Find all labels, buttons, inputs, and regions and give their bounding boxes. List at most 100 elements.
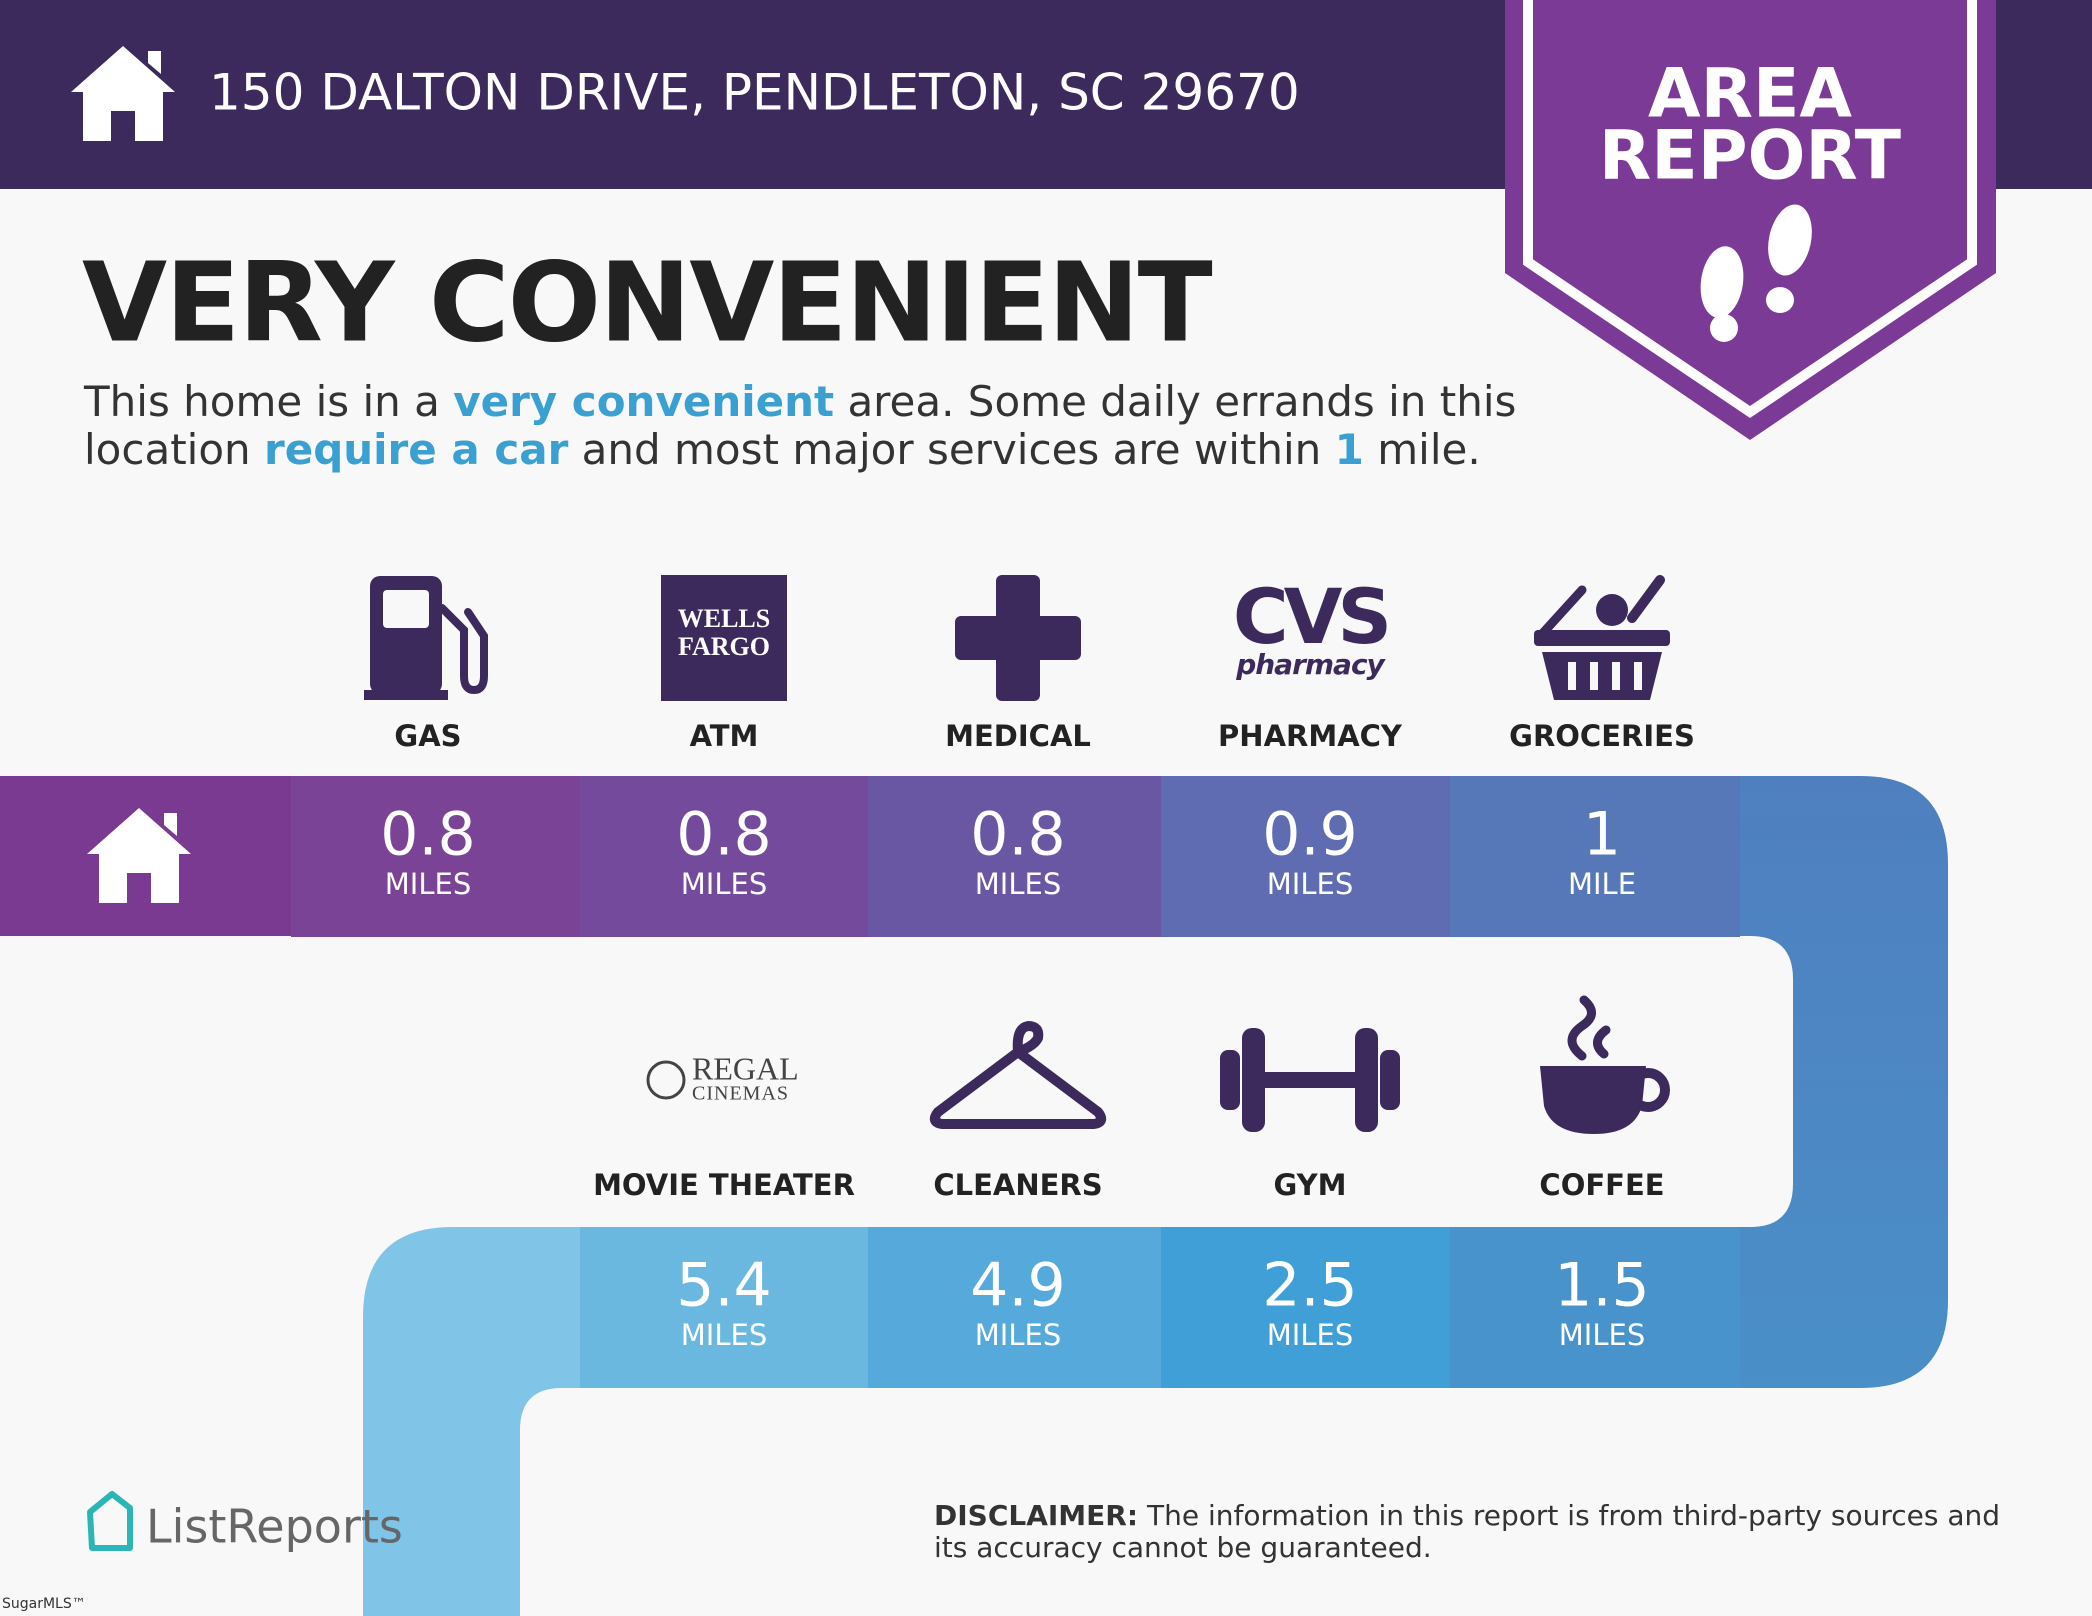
headline: VERY CONVENIENT (82, 238, 1213, 366)
band-descent (363, 1227, 582, 1616)
amenity-icon (364, 576, 488, 700)
logo-text: CINEMAS (692, 1083, 789, 1105)
logo-text: WELLS (678, 604, 771, 633)
badge-line: REPORT (1599, 117, 1902, 196)
icon-part (1542, 652, 1662, 700)
logo-text: FARGO (678, 632, 770, 661)
distance-cell (580, 776, 868, 937)
band-turn (1740, 776, 1948, 1388)
distance-cell (1450, 1227, 1740, 1388)
distance-value: 0.8 (380, 800, 475, 870)
disclaimer-label: DISCLAIMER: (934, 1499, 1139, 1532)
amenity-label: GYM (1273, 1168, 1346, 1202)
logo-text: pharmacy (1235, 648, 1386, 681)
icon-part (661, 575, 787, 701)
distance-cell (1161, 1227, 1450, 1388)
icon-part (955, 616, 1081, 660)
footprints (1700, 204, 1812, 342)
amenity-label: MEDICAL (945, 719, 1091, 753)
icon-part (1534, 630, 1670, 646)
band-inner (1730, 936, 1793, 1227)
distance-unit: MILES (1267, 867, 1353, 901)
icon-part (364, 690, 448, 700)
distance-unit: MILES (681, 867, 767, 901)
icon-part (1627, 575, 1665, 623)
amenity-icon (1220, 1028, 1400, 1132)
disclaimer: DISCLAIMER: The information in this repo… (934, 1500, 2034, 1564)
description-text: This home is in a (84, 377, 454, 426)
distance-unit: MILE (1568, 867, 1636, 901)
home-icon (87, 808, 191, 903)
description: This home is in a very convenient area. … (84, 378, 1554, 474)
icon-part (1242, 1028, 1265, 1132)
distance-cell (580, 1227, 868, 1388)
icon-part (1380, 1050, 1400, 1110)
icon-part (1540, 1066, 1646, 1134)
icon-part (1596, 594, 1628, 626)
distance-value: 0.8 (676, 800, 771, 870)
distance-value: 0.8 (970, 800, 1065, 870)
icon-part (1634, 662, 1642, 690)
distance-unit: MILES (1267, 1318, 1353, 1352)
amenity-label: ATM (690, 719, 759, 753)
distance-value: 1.5 (1554, 1251, 1649, 1321)
icon-part (1626, 1068, 1670, 1112)
amenity-label: COFFEE (1539, 1168, 1664, 1202)
amenity-label: MOVIE THEATER (593, 1168, 855, 1202)
distance-cell (868, 776, 1161, 937)
badge-line: AREA (1648, 55, 1852, 134)
description-text: area. Some daily errands in this locatio… (84, 377, 1517, 474)
icon-part (383, 590, 429, 628)
home-icon (71, 46, 175, 141)
icon-part (438, 604, 488, 695)
amenity-label: PHARMACY (1218, 719, 1403, 753)
logo-text: CVS (1233, 572, 1388, 661)
distance-cell (1450, 776, 1740, 937)
icon-part (1537, 585, 1587, 639)
amenity-icon (1534, 575, 1670, 700)
highlight: require a car (264, 425, 569, 474)
distance-cell (868, 1227, 1161, 1388)
distance-unit: MILES (1559, 1318, 1645, 1352)
amenity-label: GROCERIES (1509, 719, 1695, 753)
icon-part (929, 1021, 1107, 1129)
icon-part (1612, 662, 1620, 690)
distance-cell (1161, 776, 1450, 937)
highlight: 1 (1334, 425, 1364, 474)
highlight: very convenient (453, 377, 835, 426)
badge-border (1523, 0, 1977, 419)
icon-part (646, 1060, 686, 1100)
icon-part (1355, 1028, 1378, 1132)
amenity-icon (1540, 995, 1670, 1134)
amenity-icon (955, 575, 1081, 701)
watermark: SugarMLS™ (2, 1596, 86, 1612)
distance-value: 1 (1583, 800, 1621, 870)
amenity-icon (929, 1021, 1107, 1129)
description-text: mile. (1363, 425, 1481, 474)
distance-value: 2.5 (1262, 1251, 1357, 1321)
distance-value: 5.4 (676, 1251, 771, 1321)
icon-part (1590, 662, 1598, 690)
logo-text: REGAL (692, 1050, 799, 1086)
icon-part (1250, 1072, 1370, 1088)
description-text: and most major services are within (568, 425, 1335, 474)
amenity-label: CLEANERS (933, 1168, 1102, 1202)
distance-cell (291, 776, 580, 937)
distance-unit: MILES (681, 1318, 767, 1352)
distance-unit: MILES (975, 1318, 1061, 1352)
icon-part (1568, 662, 1576, 690)
distance-value: 0.9 (1262, 800, 1357, 870)
brand: ListReports (146, 1500, 403, 1554)
distance-value: 4.9 (970, 1251, 1065, 1321)
distance-unit: MILES (975, 867, 1061, 901)
brand-logo (87, 1491, 133, 1551)
distance-unit: MILES (385, 867, 471, 901)
address: 150 DALTON DRIVE, PENDLETON, SC 29670 (209, 64, 1300, 122)
icon-part (1567, 995, 1611, 1061)
icon-part (1220, 1050, 1240, 1110)
